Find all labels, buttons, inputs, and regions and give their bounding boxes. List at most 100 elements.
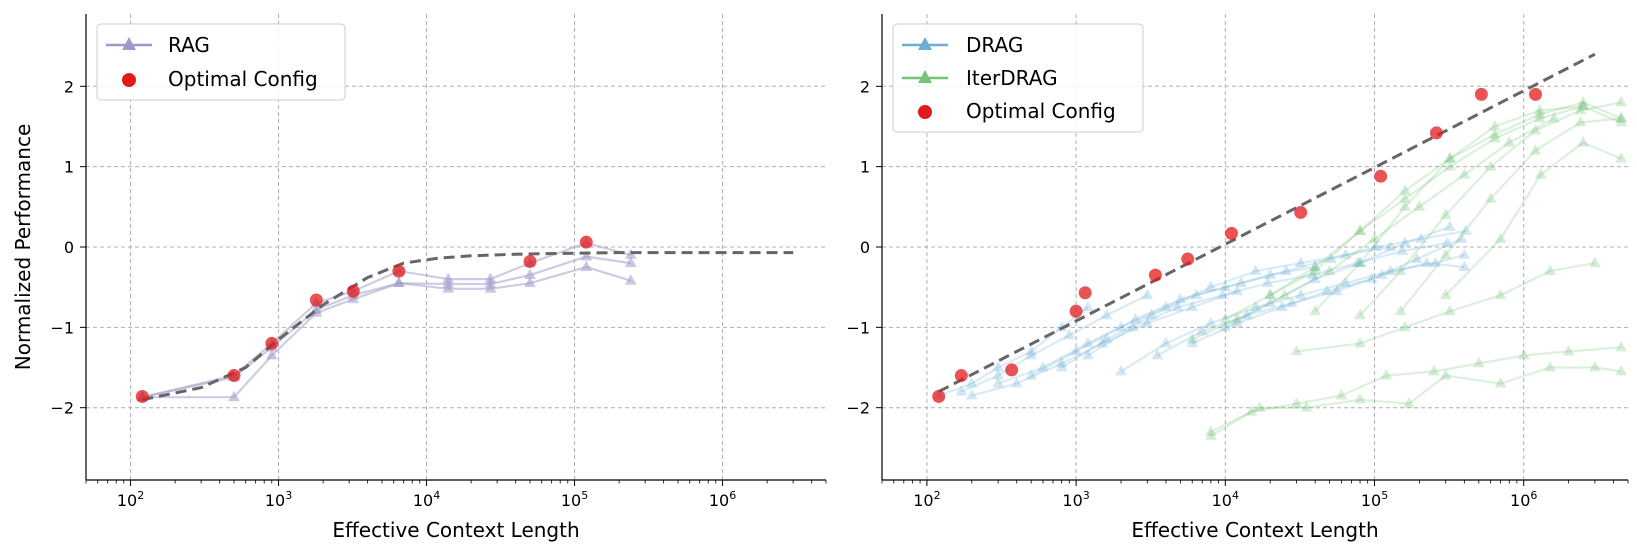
left-panel: 102 103 104 105 106 −2 −1 0 1 2 Effective Context… bbox=[11, 14, 827, 542]
iterdrag-series-line bbox=[1210, 346, 1622, 437]
drag-point bbox=[1410, 252, 1423, 263]
iterdrag-point bbox=[1253, 401, 1266, 412]
iterdrag-point bbox=[1444, 160, 1456, 171]
drag-point bbox=[1055, 357, 1068, 368]
drag-point bbox=[1455, 232, 1468, 243]
drag-point bbox=[1145, 308, 1158, 320]
drag-point bbox=[1280, 264, 1293, 276]
rag-point bbox=[484, 277, 497, 288]
optimal-config-point bbox=[1374, 169, 1388, 183]
optimal-config-point bbox=[1005, 363, 1019, 377]
rag-point bbox=[580, 250, 593, 261]
drag-series-line bbox=[1191, 237, 1463, 345]
optimal-config-point bbox=[1529, 87, 1543, 101]
iterdrag-point bbox=[1533, 107, 1546, 119]
optimal-config-point bbox=[1224, 226, 1238, 240]
left-legend: RAG Optimal Config bbox=[96, 23, 346, 101]
iterdrag-point bbox=[1615, 340, 1628, 352]
left-x-axis-label: Effective Context Length bbox=[332, 518, 579, 542]
drag-point bbox=[1339, 276, 1352, 288]
optimal-config-point bbox=[932, 389, 946, 403]
optimal-config-point bbox=[1148, 268, 1162, 282]
iterdrag-point bbox=[1403, 397, 1415, 408]
iterdrag-point bbox=[1589, 361, 1601, 372]
drag-series-line bbox=[971, 290, 1238, 397]
drag-point bbox=[1249, 264, 1262, 276]
drag-point bbox=[1309, 260, 1321, 271]
legend-optimal-config-dot-icon bbox=[122, 73, 136, 87]
iterdrag-point bbox=[1544, 264, 1556, 276]
right-ticks: 102 103 104 105 106 −2 −1 0 1 2 bbox=[846, 77, 1629, 510]
iterdrag-point bbox=[1354, 224, 1366, 235]
y-tick-label: 1 bbox=[64, 158, 74, 177]
iterdrag-point bbox=[1205, 429, 1217, 440]
iterdrag-series-line bbox=[1399, 117, 1622, 312]
drag-point bbox=[1384, 240, 1397, 251]
legend-rag-label: RAG bbox=[168, 33, 210, 57]
iterdrag-point bbox=[1444, 152, 1456, 163]
drag-point bbox=[1070, 344, 1082, 356]
x-tick-label: 106 bbox=[1510, 489, 1537, 510]
rag-point bbox=[580, 260, 593, 271]
optimal-config-point bbox=[1294, 205, 1308, 219]
trend-line bbox=[938, 52, 1596, 393]
drag-series-line bbox=[960, 294, 1148, 393]
drag-series-line bbox=[1030, 245, 1391, 377]
drag-point bbox=[965, 377, 978, 388]
rag-point bbox=[265, 348, 278, 360]
iterdrag-point bbox=[1615, 95, 1628, 107]
x-tick-label: 103 bbox=[1062, 489, 1089, 510]
iterdrag-point bbox=[1264, 288, 1277, 300]
optimal-config-point bbox=[1474, 87, 1488, 101]
drag-point bbox=[1325, 252, 1337, 263]
iterdrag-point bbox=[1574, 103, 1587, 115]
drag-point bbox=[1231, 316, 1243, 328]
drag-point bbox=[1160, 300, 1172, 312]
drag-point bbox=[1444, 220, 1456, 231]
iterdrag-point bbox=[1548, 111, 1561, 123]
optimal-config-point bbox=[1069, 304, 1083, 318]
drag-point bbox=[1261, 276, 1274, 288]
optimal-config-point bbox=[265, 336, 279, 350]
drag-point bbox=[1458, 248, 1471, 259]
iterdrag-point bbox=[1488, 132, 1501, 143]
iterdrag-point bbox=[1494, 232, 1507, 243]
x-tick-label: 105 bbox=[1361, 489, 1388, 510]
legend-optimal-config-label: Optimal Config bbox=[168, 67, 318, 91]
iterdrag-point bbox=[1534, 168, 1547, 179]
drag-point bbox=[1309, 272, 1321, 284]
drag-point bbox=[1219, 280, 1232, 292]
drag-point bbox=[1082, 336, 1094, 348]
drag-point bbox=[1190, 288, 1203, 300]
drag-point bbox=[1126, 320, 1139, 332]
drag-series-line bbox=[1120, 253, 1465, 373]
y-tick-label: 0 bbox=[860, 238, 870, 257]
iterdrag-point bbox=[1245, 405, 1258, 416]
drag-point bbox=[1205, 280, 1217, 292]
legend-optimal-config-dot-icon bbox=[918, 105, 932, 119]
drag-point bbox=[1160, 336, 1172, 348]
drag-point bbox=[1366, 272, 1378, 284]
drag-point bbox=[1025, 344, 1038, 356]
y-tick-label: 0 bbox=[64, 238, 74, 257]
iterdrag-point bbox=[1503, 136, 1516, 147]
drag-point bbox=[1141, 288, 1154, 300]
iterdrag-point bbox=[1399, 320, 1411, 332]
iterdrag-point bbox=[1439, 248, 1452, 259]
optimal-config-point bbox=[1429, 126, 1443, 140]
optimal-config-point bbox=[579, 235, 593, 249]
x-tick-label: 104 bbox=[413, 489, 440, 510]
y-tick-label: −1 bbox=[50, 318, 74, 337]
drag-point bbox=[1115, 365, 1127, 376]
drag-point bbox=[1370, 240, 1382, 251]
drag-point bbox=[1151, 348, 1164, 360]
legend-drag-triangle-icon bbox=[918, 37, 932, 50]
iterdrag-point bbox=[1472, 357, 1485, 368]
drag-point bbox=[1100, 308, 1113, 320]
iterdrag-point bbox=[1354, 308, 1366, 320]
drag-point bbox=[1235, 276, 1248, 288]
iterdrag-point bbox=[1574, 115, 1587, 127]
drag-point bbox=[1286, 296, 1298, 308]
drag-point bbox=[1205, 316, 1217, 328]
iterdrag-point bbox=[1589, 256, 1601, 267]
